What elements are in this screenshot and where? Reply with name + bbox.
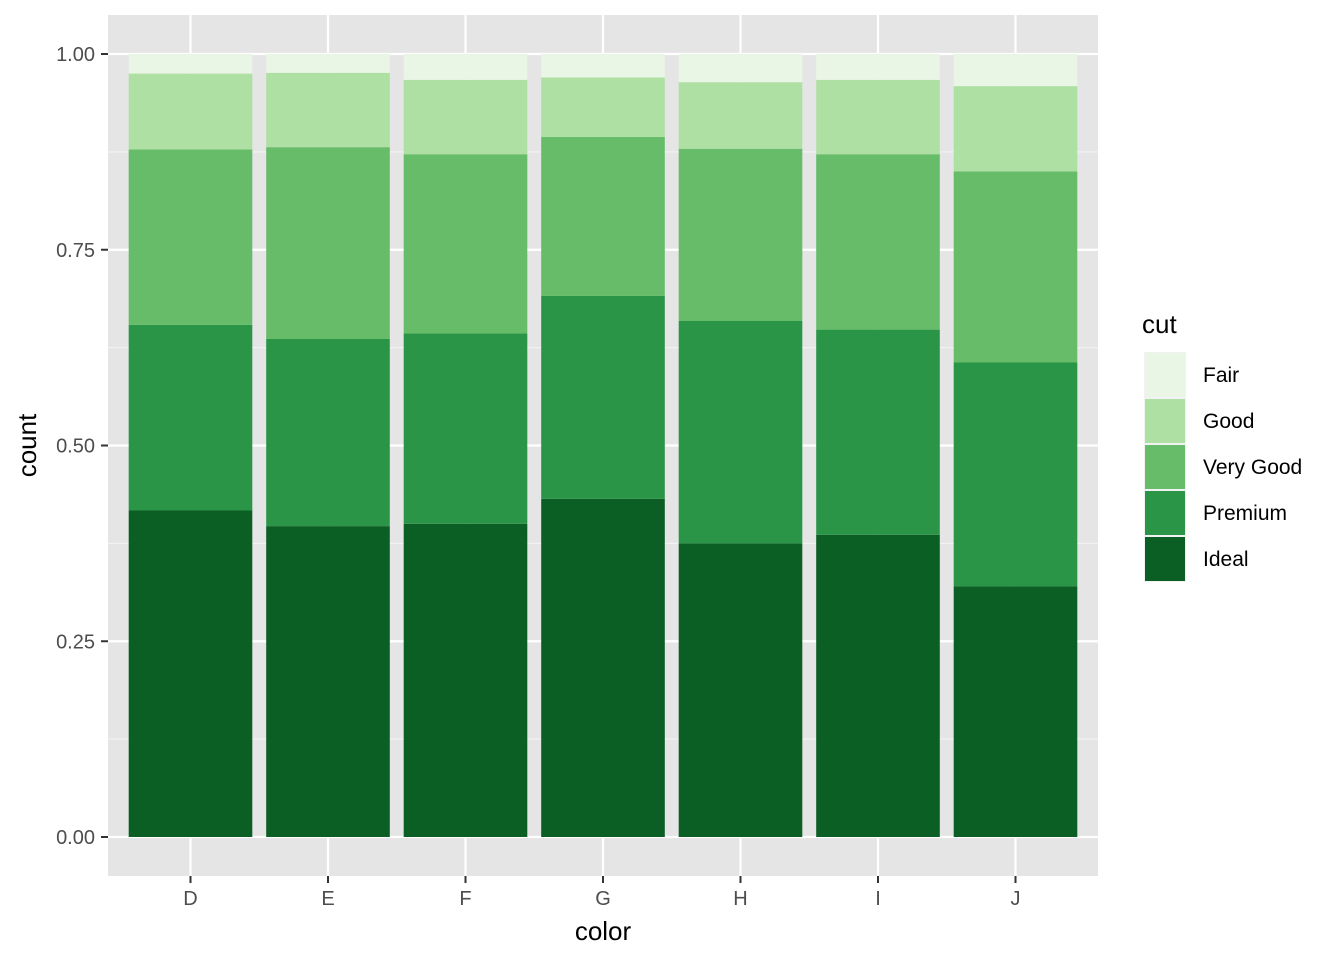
bar-segment-h-good [678,82,803,149]
bar-segment-f-premium [403,333,528,524]
bar-segment-i-premium [816,329,940,535]
x-tick-label: I [875,888,881,910]
y-tick-label: 0.25 [56,631,95,653]
bar-segment-j-premium [953,362,1078,587]
bar-segment-g-fair [541,54,665,78]
y-tick-label: 0.50 [56,436,95,458]
bar-segment-i-fair [816,54,940,80]
y-tick-label: 0.75 [56,240,95,262]
bar-segment-f-very-good [403,154,528,334]
legend-swatch [1145,491,1185,535]
bar-segment-j-good [953,86,1078,172]
bar-segment-d-very-good [128,149,253,325]
bar-segment-h-premium [678,321,803,544]
x-axis-title: color [575,916,632,946]
x-tick-label: E [321,888,334,910]
bar-segment-i-ideal [816,534,940,837]
bar-segment-d-fair [128,54,253,74]
bar-segment-f-fair [403,54,528,80]
bar-segment-d-good [128,73,253,150]
x-tick-label: D [183,888,197,910]
bar-segment-f-good [403,79,528,155]
y-tick-label: 1.00 [56,44,95,66]
bar-segment-h-fair [678,54,803,83]
bar-segment-d-premium [128,324,253,511]
bar-segment-d-ideal [128,510,253,837]
legend-swatch [1145,353,1185,397]
legend-label: Fair [1203,364,1239,387]
bar-segment-e-premium [266,339,390,527]
x-tick-label: J [1011,888,1021,910]
bar-segment-j-fair [953,54,1078,87]
bar-segment-g-good [541,77,665,137]
legend-swatch [1145,537,1185,581]
bar-segment-g-very-good [541,136,665,296]
bar-segment-j-ideal [953,586,1078,837]
y-tick-label: 0.00 [56,827,95,849]
bar-segment-f-ideal [403,523,528,837]
legend-label: Very Good [1203,456,1302,479]
legend-swatch [1145,399,1185,443]
bar-segment-g-premium [541,295,665,499]
legend-label: Ideal [1203,548,1249,571]
bar-segment-g-ideal [541,498,665,837]
legend: cut Fair Good Very Good Premium Ideal [1142,309,1302,582]
bar-segment-h-ideal [678,543,803,837]
legend-title: cut [1142,309,1177,339]
x-axis: D E F G H I J [183,876,1021,910]
x-tick-label: G [595,888,611,910]
bar-segment-e-ideal [266,526,390,837]
legend-label: Good [1203,410,1254,433]
legend-label: Premium [1203,502,1287,525]
bar-segment-e-very-good [266,147,390,340]
y-axis: 0.00 0.25 0.50 0.75 1.00 [56,44,108,849]
bar-segment-e-fair [266,54,390,73]
x-tick-label: F [459,888,471,910]
x-tick-label: H [733,888,747,910]
bar-segment-e-good [266,72,390,148]
bars [128,54,1078,837]
bar-segment-i-good [816,79,940,155]
legend-swatch [1145,445,1185,489]
bar-segment-h-very-good [678,148,803,322]
y-axis-title: count [12,413,42,477]
bar-segment-i-very-good [816,154,940,330]
bar-segment-j-very-good [953,171,1078,363]
